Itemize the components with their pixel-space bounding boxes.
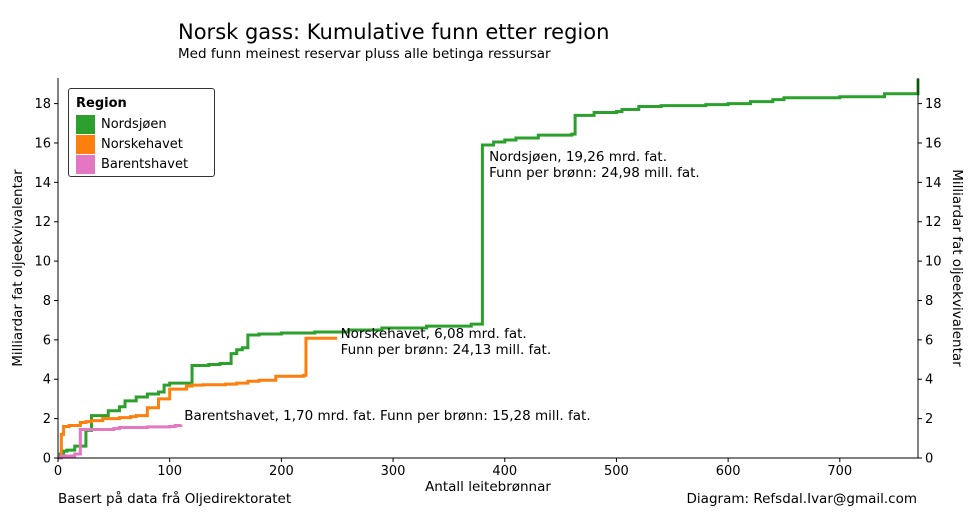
legend-swatch-barentshavet <box>76 154 95 174</box>
y-tick-label-right: 14 <box>925 176 942 191</box>
y-tick-label-right: 2 <box>925 412 933 427</box>
legend: Region Nordsjøen Norskehavet Barentshave… <box>68 88 215 177</box>
y-tick-label-left: 2 <box>43 412 51 427</box>
y-axis-label: Milliardar fat oljeekvivalentar <box>10 169 26 367</box>
chart-title: Norsk gass: Kumulative funn etter region <box>178 20 610 44</box>
y-tick-label-right: 16 <box>925 136 942 151</box>
x-tick-label: 300 <box>381 464 406 479</box>
legend-title: Region <box>76 96 127 111</box>
y-tick-label-right: 12 <box>925 215 942 230</box>
y-tick-label-left: 14 <box>34 176 51 191</box>
annotation-norskehavet: Norskehavet, 6,08 mrd. fat. Funn per brø… <box>340 325 552 358</box>
x-tick-label: 600 <box>716 464 741 479</box>
y-tick-label-left: 0 <box>43 452 51 467</box>
x-tick-label: 200 <box>269 464 294 479</box>
legend-item-norskehavet: Norskehavet <box>76 134 214 154</box>
y-tick-label-right: 6 <box>925 333 933 348</box>
legend-item-barentshavet: Barentshavet <box>76 154 214 174</box>
y-tick-label-left: 18 <box>34 97 51 112</box>
y-tick-label-right: 18 <box>925 97 942 112</box>
y-tick-label-right: 4 <box>925 373 933 388</box>
annotation-barentshavet: Barentshavet, 1,70 mrd. fat. Funn per br… <box>184 407 591 424</box>
x-tick-label: 700 <box>827 464 852 479</box>
legend-label-nordsjoen: Nordsjøen <box>101 116 167 132</box>
y-tick-label-left: 16 <box>34 136 51 151</box>
series-line-norskehavet <box>58 336 338 460</box>
y-tick-label-right: 10 <box>925 255 942 270</box>
y-axis-label-right: Milliardar fat oljeekvivalentar <box>949 169 965 367</box>
x-tick-label: 0 <box>54 464 62 479</box>
x-tick-label: 400 <box>492 464 517 479</box>
legend-swatch-nordsjoen <box>76 114 95 134</box>
legend-label-norskehavet: Norskehavet <box>101 136 183 152</box>
series-line-nordsjoen <box>58 78 920 460</box>
x-tick-label: 500 <box>604 464 629 479</box>
source-note: Basert på data frå Oljedirektoratet <box>58 491 292 507</box>
x-tick-label: 100 <box>157 464 182 479</box>
legend-label-barentshavet: Barentshavet <box>101 156 189 172</box>
y-tick-label-left: 6 <box>43 333 51 348</box>
y-tick-label-right: 8 <box>925 294 933 309</box>
y-tick-label-left: 8 <box>43 294 51 309</box>
y-tick-label-right: 0 <box>925 452 933 467</box>
series-line-barentshavet <box>58 424 183 460</box>
chart-subtitle: Med funn meinest reservar pluss alle bet… <box>178 46 551 62</box>
legend-swatch-norskehavet <box>76 134 95 154</box>
x-axis-label: Antall leitebrønnar <box>425 479 551 495</box>
legend-item-nordsjoen: Nordsjøen <box>76 114 214 134</box>
y-tick-label-left: 12 <box>34 215 51 230</box>
annotation-nordsjoen: Nordsjøen, 19,26 mrd. fat. Funn per brøn… <box>489 148 700 181</box>
y-tick-label-left: 10 <box>34 255 51 270</box>
y-tick-label-left: 4 <box>43 373 51 388</box>
credit-note: Diagram: Refsdal.Ivar@gmail.com <box>686 491 917 507</box>
